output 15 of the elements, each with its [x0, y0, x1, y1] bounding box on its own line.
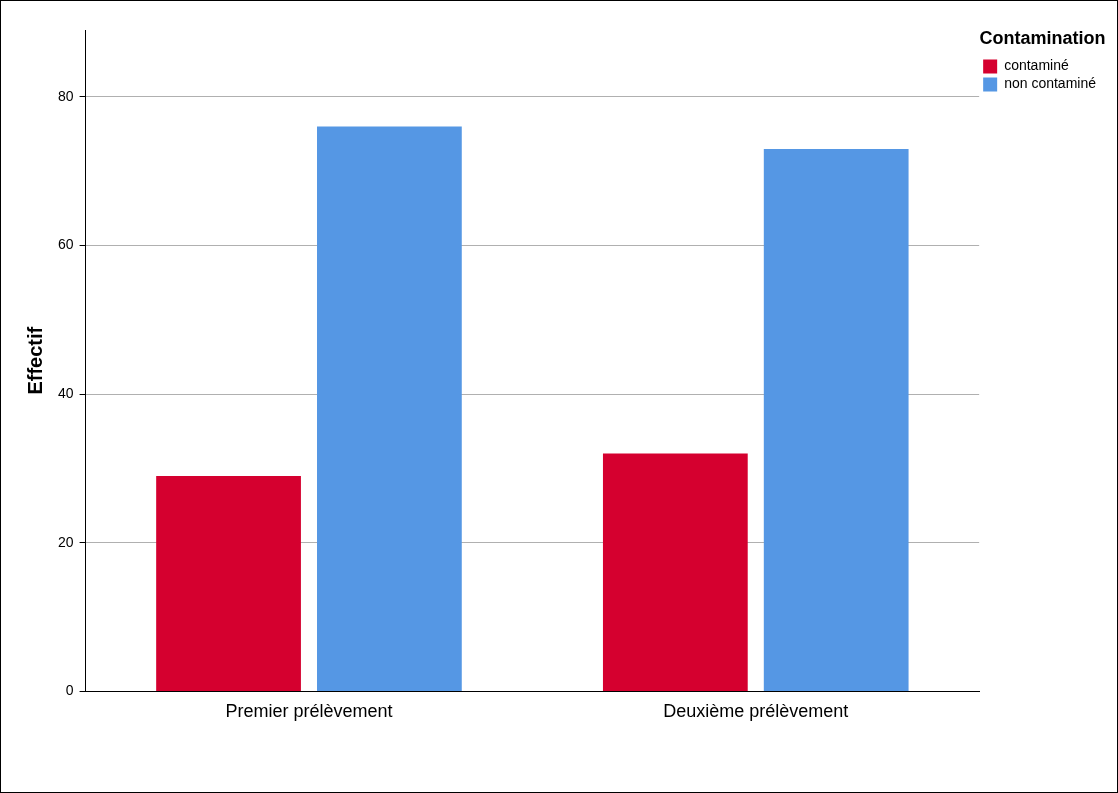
y-tick-label: 0: [65, 682, 74, 699]
x-tick-label: Premier prélèvement: [225, 701, 393, 722]
y-tick-label: 40: [57, 385, 74, 401]
bar: [156, 475, 301, 691]
legend-title: Contamination: [979, 27, 1106, 48]
y-tick-label: 60: [57, 236, 74, 253]
legend-label: non contaminé: [1004, 75, 1097, 92]
y-tick-label: 20: [57, 533, 74, 550]
bar: [317, 126, 462, 691]
legend-label: contaminé: [1004, 57, 1069, 74]
y-axis-title: Effectif: [23, 326, 46, 395]
y-tick-label: 80: [57, 87, 74, 104]
bar: [602, 453, 748, 691]
x-tick-label: Deuxième prélèvement: [663, 701, 849, 722]
bar: [763, 148, 909, 691]
